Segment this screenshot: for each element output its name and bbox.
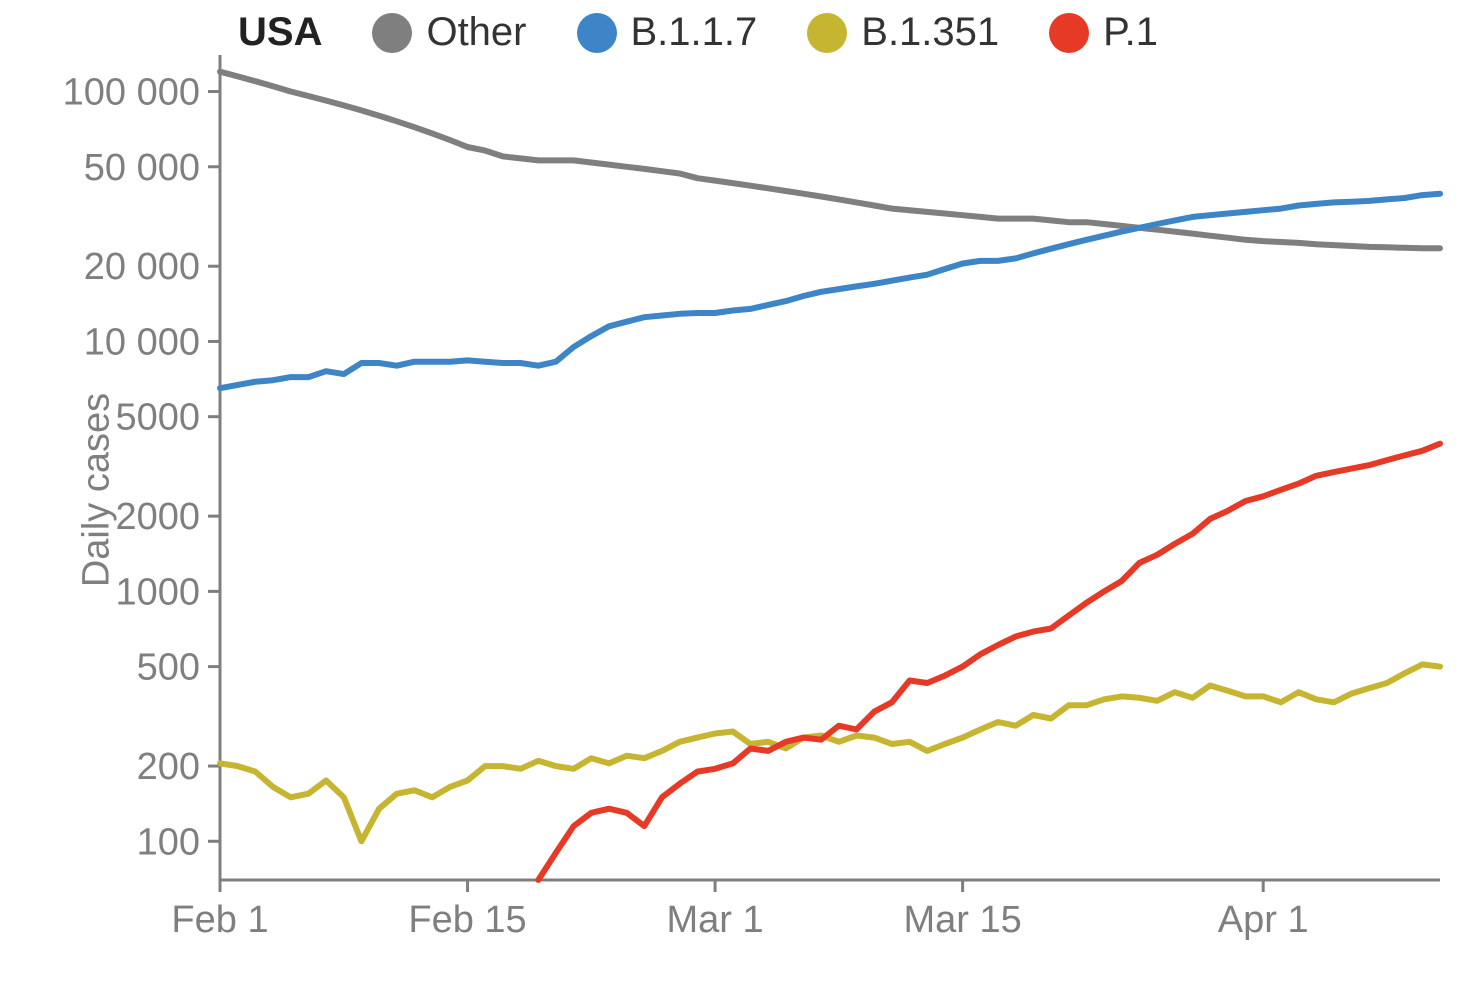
x-tick-label: Feb 15: [408, 899, 526, 941]
variant-chart: USA Other B.1.1.7 B.1.351 P.1 Daily case…: [0, 0, 1459, 980]
legend-label-p1: P.1: [1103, 10, 1158, 55]
legend-label-b117: B.1.1.7: [631, 10, 758, 55]
legend-swatch-other: [372, 13, 412, 53]
y-axis-label: Daily cases: [76, 393, 119, 587]
series-b1351: [220, 664, 1440, 841]
legend-item-p1: P.1: [1049, 10, 1158, 55]
chart-title: USA: [238, 10, 322, 55]
legend-item-b117: B.1.1.7: [577, 10, 758, 55]
legend-swatch-b1351: [807, 13, 847, 53]
x-tick-label: Feb 1: [171, 899, 268, 941]
chart-plot: 100 200 500 1000 2000 5000 10 000 20 000 50 000 1…: [0, 0, 1459, 980]
legend-label-other: Other: [426, 10, 526, 55]
x-tick-label: Apr 1: [1218, 899, 1309, 941]
series-b117: [220, 194, 1440, 389]
series-p1: [538, 444, 1440, 880]
y-tick-label: 5000: [115, 397, 200, 439]
y-tick-label: 10 000: [84, 321, 200, 363]
y-tick-label: 100 000: [63, 72, 200, 114]
y-tick-label: 500: [137, 647, 200, 689]
y-tick-label: 2000: [115, 496, 200, 538]
y-tick-label: 20 000: [84, 246, 200, 288]
x-tick-label: Mar 1: [667, 899, 764, 941]
legend-item-other: Other: [372, 10, 526, 55]
legend-label-b1351: B.1.351: [861, 10, 999, 55]
x-tick-label: Mar 15: [903, 899, 1021, 941]
y-tick-label: 1000: [115, 571, 200, 613]
series-other: [220, 72, 1440, 249]
chart-legend: USA Other B.1.1.7 B.1.351 P.1: [0, 10, 1459, 55]
legend-swatch-b117: [577, 13, 617, 53]
y-tick-label: 200: [137, 746, 200, 788]
y-tick-label: 50 000: [84, 147, 200, 189]
legend-item-b1351: B.1.351: [807, 10, 999, 55]
y-tick-label: 100: [137, 821, 200, 863]
legend-swatch-p1: [1049, 13, 1089, 53]
